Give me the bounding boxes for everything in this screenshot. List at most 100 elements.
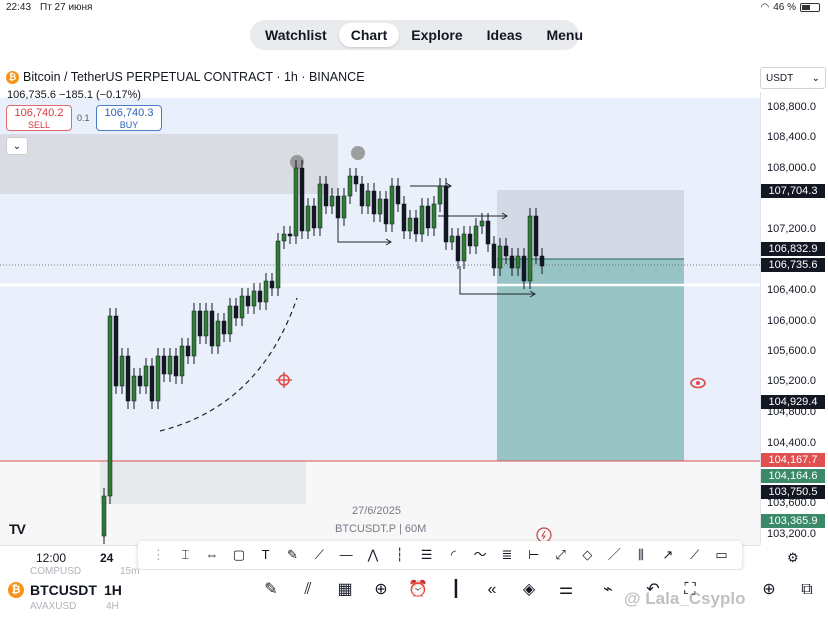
add-icon[interactable]: ⊕ xyxy=(374,581,388,598)
price-tick: 108,800.0 xyxy=(767,101,816,113)
buy-button[interactable]: 106,740.3 BUY xyxy=(96,105,162,131)
price-tick: 108,000.0 xyxy=(767,162,816,174)
candle-body xyxy=(197,310,203,337)
candle-body xyxy=(473,225,479,247)
curve-tool-icon[interactable]: ◜ xyxy=(450,547,456,562)
chart-symbol-watermark: BTCUSDT.P | 60M xyxy=(335,523,427,535)
candle-body xyxy=(299,167,305,232)
candles-tool-icon[interactable]: ┆ xyxy=(395,547,404,562)
draw-pen-icon[interactable]: ✎ xyxy=(264,581,278,598)
channel-tool-icon[interactable]: ≣ xyxy=(501,547,513,562)
pivot-marker xyxy=(290,155,304,169)
candle-body xyxy=(533,215,539,257)
tab-watchlist[interactable]: Watchlist xyxy=(265,27,327,43)
candle-body xyxy=(293,167,299,237)
text-tool-icon[interactable]: T xyxy=(261,547,270,562)
brush-tool-icon[interactable]: ✎ xyxy=(287,547,298,562)
candle-body xyxy=(185,345,191,357)
currency-select[interactable]: USDT ⌄ xyxy=(760,67,826,89)
candle-body xyxy=(455,235,461,262)
candle-body xyxy=(131,375,137,402)
candle-body xyxy=(467,233,473,247)
segment-tool-icon[interactable]: ⟋ xyxy=(690,547,700,562)
price-tag: 104,164.6 xyxy=(761,469,825,483)
snapshot-icon[interactable]: ⧉ xyxy=(801,581,813,598)
rectangle-tool-icon[interactable]: ▢ xyxy=(232,547,245,562)
layers-icon[interactable]: ◈ xyxy=(522,581,536,598)
replay-icon[interactable]: « xyxy=(487,581,497,598)
price-tick: 106,400.0 xyxy=(767,284,816,296)
candle-body xyxy=(431,203,437,229)
collapse-button[interactable]: ⌄ xyxy=(6,137,28,155)
candle-body xyxy=(233,305,239,319)
volume-tool-icon[interactable]: ⫼ xyxy=(638,547,645,562)
vertical-line-tool-icon[interactable]: ⌶ xyxy=(181,547,190,562)
ghost-ticker: AVAXUSD xyxy=(30,601,77,612)
chart-type-icon[interactable]: ┃ xyxy=(451,581,461,598)
buy-label: BUY xyxy=(119,120,139,130)
object-tree-icon[interactable]: ⌁ xyxy=(603,581,613,598)
supply-zone xyxy=(0,134,338,194)
candle-body xyxy=(323,183,329,207)
candle-body xyxy=(497,245,503,269)
candle-body xyxy=(347,175,353,197)
candle-body xyxy=(389,185,395,225)
tab-explore[interactable]: Explore xyxy=(411,27,463,43)
candle-body xyxy=(401,203,407,232)
candle-body xyxy=(215,320,221,347)
bitcoin-icon: ₿ xyxy=(6,70,19,84)
settings-sliders-icon[interactable]: ⚌ xyxy=(558,581,574,598)
candle-body xyxy=(353,175,359,185)
tab-chart[interactable]: Chart xyxy=(338,23,400,47)
candle-body xyxy=(245,295,251,307)
indicators-icon[interactable]: ⫽ xyxy=(304,581,312,598)
candle-body xyxy=(407,217,413,232)
sell-button[interactable]: 106,740.2 SELL xyxy=(6,105,72,131)
price-tick: 106,000.0 xyxy=(767,315,816,327)
candle-body xyxy=(413,217,419,235)
symbol-selector[interactable]: ₿ BTCUSDT xyxy=(8,582,97,598)
candle-body xyxy=(263,280,269,303)
fib-tool-icon[interactable]: ☰ xyxy=(420,547,433,562)
price-chart[interactable] xyxy=(0,56,760,545)
main-tabs: Watchlist Chart Explore Ideas Menu xyxy=(250,20,583,50)
tradingview-logo: TV xyxy=(9,521,26,537)
tab-menu[interactable]: Menu xyxy=(546,27,584,43)
templates-icon[interactable]: ▦ xyxy=(337,581,353,598)
arrow-tool-icon[interactable]: ↗ xyxy=(662,547,674,562)
chevron-down-icon: ⌄ xyxy=(811,72,820,84)
wifi-icon: ◠ xyxy=(760,2,770,13)
chart-date-watermark: 27/6/2025 xyxy=(352,505,401,517)
zoom-icon[interactable]: ⊕ xyxy=(762,581,776,598)
price-range-tool-icon[interactable]: ⊢ xyxy=(528,547,540,562)
symbol-header[interactable]: ₿ Bitcoin / TetherUS PERPETUAL CONTRACT … xyxy=(6,70,365,84)
trendline-tool-icon[interactable]: ⟋ xyxy=(314,547,324,562)
candle-body xyxy=(167,355,173,375)
extended-line-tool-icon[interactable]: ／ xyxy=(607,547,621,562)
fullscreen-icon[interactable]: ⛶ xyxy=(684,581,696,598)
candle-body xyxy=(311,205,317,229)
candle-body xyxy=(365,190,371,207)
horizontal-range-tool-icon[interactable]: ⇔ xyxy=(205,547,219,562)
pattern-tool-icon[interactable]: ⋀ xyxy=(367,547,379,562)
highlighter-tool-icon[interactable]: ◇ xyxy=(582,547,593,562)
timeframe-selector[interactable]: 1H xyxy=(104,582,122,598)
path-tool-icon[interactable]: 〜 xyxy=(473,547,487,562)
drag-handle-icon[interactable]: ⋮ xyxy=(151,547,165,562)
settings-icon[interactable]: ⚙ xyxy=(787,550,799,565)
candle-body xyxy=(209,310,215,347)
candle-body xyxy=(539,255,545,267)
tab-ideas[interactable]: Ideas xyxy=(486,27,523,43)
candle-body xyxy=(341,195,347,219)
sell-label: SELL xyxy=(27,120,51,130)
candle-body xyxy=(275,240,281,289)
eye-icon xyxy=(690,377,706,389)
horizontal-ray-tool-icon[interactable]: — xyxy=(339,547,353,562)
time-tick: 12:00 xyxy=(36,551,67,565)
alarm-icon[interactable]: ⏰ xyxy=(408,581,428,598)
candle-body xyxy=(395,185,401,205)
symbol-title: Bitcoin / TetherUS PERPETUAL CONTRACT · … xyxy=(23,70,365,84)
ray-tool-icon[interactable]: ⤢ xyxy=(555,547,566,562)
comment-tool-icon[interactable]: ▭ xyxy=(715,547,728,562)
undo-icon[interactable]: ↶ xyxy=(646,581,660,598)
